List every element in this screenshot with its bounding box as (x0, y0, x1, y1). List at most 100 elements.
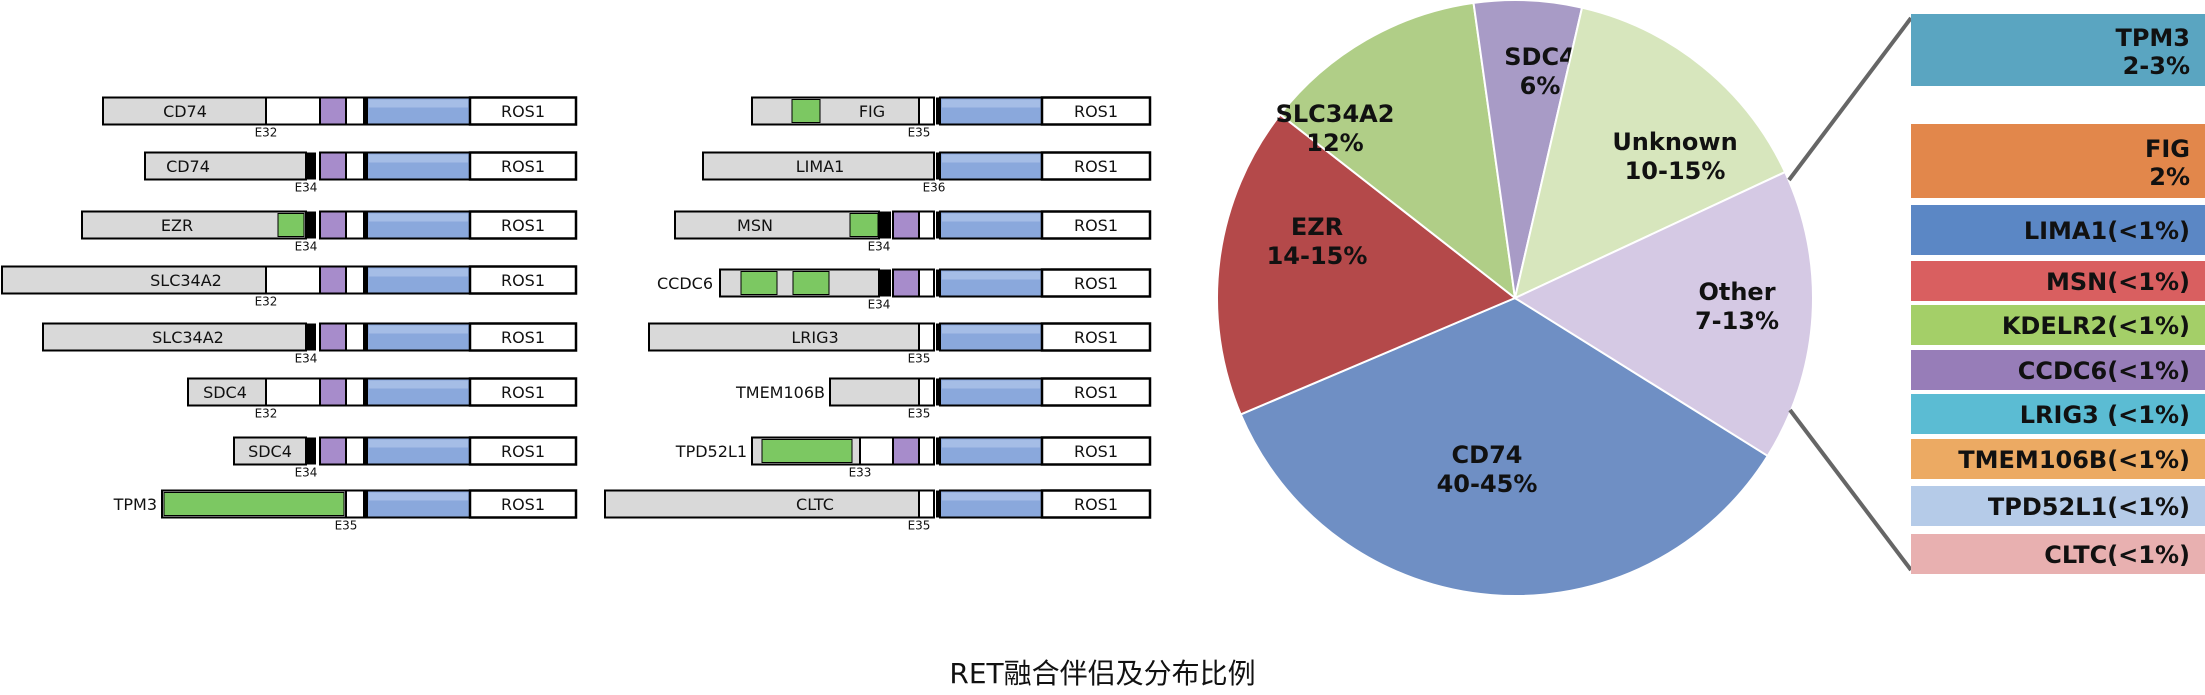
ros1-tail (1040, 436, 1152, 466)
ros1-label: ROS1 (1074, 383, 1118, 402)
coiled-coil-domain (277, 213, 305, 237)
ros1-tail (1040, 489, 1152, 519)
coiled-coil-domain (740, 271, 778, 295)
breakpoint-bar (306, 152, 316, 180)
ros1-label: ROS1 (1074, 157, 1118, 176)
pie-label-name: SDC4 (1504, 43, 1576, 71)
ros1-label: ROS1 (501, 442, 545, 461)
transmembrane-domain (892, 436, 920, 466)
partner-block (702, 151, 935, 181)
coiled-coil-domain (791, 99, 821, 123)
partner-block (751, 96, 920, 126)
right-fusion-4: ROS1 LRIG3 E35 (648, 322, 1152, 366)
breakdown-name: FIG (2145, 135, 2190, 163)
kinase-highlight (369, 268, 468, 277)
partner-block (1, 265, 267, 295)
exon-label: E35 (908, 126, 931, 140)
right-fusion-5: ROS1 TMEM106B E35 (735, 377, 1152, 421)
ros1-segment (265, 96, 321, 126)
pie-slice-other (1512, 170, 1814, 458)
partner-block (674, 210, 880, 240)
partner-label: CCDC6 (657, 274, 713, 293)
ros1-tail (1040, 268, 1152, 298)
transmembrane-domain (319, 265, 347, 295)
partner-block (648, 322, 920, 352)
kinase-highlight (369, 154, 468, 163)
pie-label-name: Unknown (1612, 128, 1737, 156)
ros1-segment (859, 436, 894, 466)
junction-bar (936, 437, 940, 465)
partner-block (233, 436, 307, 466)
partner-label: SLC34A2 (150, 271, 222, 290)
ros1-segment (918, 96, 935, 126)
transmembrane-domain (319, 436, 347, 466)
partner-label: TPD52L1 (675, 442, 747, 461)
right-fusion-2: ROS1 MSN E34 (674, 210, 1152, 254)
pie-slice-ezr (1216, 113, 1517, 416)
ros1-label: ROS1 (501, 495, 545, 514)
breakdown-box-9 (1911, 534, 2205, 574)
ros1-label: ROS1 (1074, 495, 1118, 514)
breakdown-name: TMEM106B(<1%) (1958, 446, 2190, 474)
left-fusion-1: ROS1 CD74 E34 (144, 151, 578, 195)
partner-block (829, 377, 920, 407)
breakdown-name: CCDC6(<1%) (2018, 357, 2190, 385)
breakdown-box-2 (1911, 205, 2205, 255)
junction-bar (936, 490, 940, 518)
figure-caption: RET融合伴侣及分布比例 (949, 657, 1256, 690)
coiled-coil-domain (849, 213, 879, 237)
junction-bar (363, 152, 367, 180)
junction-bar (936, 152, 940, 180)
ros1-label: ROS1 (501, 383, 545, 402)
junction-bar (936, 323, 940, 351)
breakdown-box-4 (1911, 305, 2205, 345)
kinase-highlight (942, 439, 1040, 448)
left-fusion-3: ROS1 SLC34A2 E32 (1, 265, 578, 309)
breakdown-name: LRIG3 (<1%) (2020, 401, 2190, 429)
partner-label: FIG (859, 102, 885, 121)
junction-bar (363, 323, 367, 351)
breakpoint-bar (879, 211, 891, 239)
junction-bar (363, 211, 367, 239)
partner-block (187, 377, 267, 407)
pie-label-name: CD74 (1452, 441, 1523, 469)
exon-label: E35 (908, 407, 931, 421)
transmembrane-domain (319, 377, 347, 407)
kinase-highlight (369, 213, 468, 222)
ros1-label: ROS1 (501, 102, 545, 121)
ros1-segment (918, 377, 935, 407)
ros1-segment (918, 268, 935, 298)
ros1-segment (918, 322, 935, 352)
right-fusion-3: ROS1 CCDC6 E34 (657, 268, 1152, 312)
breakpoint-bar (306, 437, 316, 465)
ros1-segment (265, 265, 321, 295)
breakdown-box-3 (1911, 261, 2205, 301)
left-fusion-0: ROS1 CD74 E32 (102, 96, 578, 140)
pie-label-value: 12% (1306, 129, 1363, 157)
transmembrane-domain (319, 151, 347, 181)
ros1-tail (468, 265, 578, 295)
ros1-label: ROS1 (501, 271, 545, 290)
exon-label: E33 (849, 466, 872, 480)
breakdown-box-5 (1911, 350, 2205, 390)
breakdown-name: MSN(<1%) (2046, 268, 2190, 296)
kinase-highlight (369, 492, 468, 501)
ros1-segment (918, 210, 935, 240)
ros1-tail (468, 436, 578, 466)
pie-slice-slc34a2 (1278, 1, 1517, 301)
junction-bar (363, 378, 367, 406)
ros1-segment (265, 377, 321, 407)
exon-label: E34 (295, 466, 318, 480)
ros1-tail (468, 210, 578, 240)
breakdown-name: TPM3 (2115, 24, 2190, 52)
ros1-label: ROS1 (1074, 102, 1118, 121)
fusion-diagrams: ROS1 CD74 E32 ROS1 CD74 E34 ROS1 EZR E34 ROS1 SLC3… (1, 96, 1152, 533)
exon-label: E36 (923, 181, 946, 195)
junction-bar (363, 97, 367, 125)
ros1-label: ROS1 (1074, 216, 1118, 235)
exon-label: E32 (255, 126, 278, 140)
partner-block (102, 96, 267, 126)
transmembrane-domain (319, 322, 347, 352)
